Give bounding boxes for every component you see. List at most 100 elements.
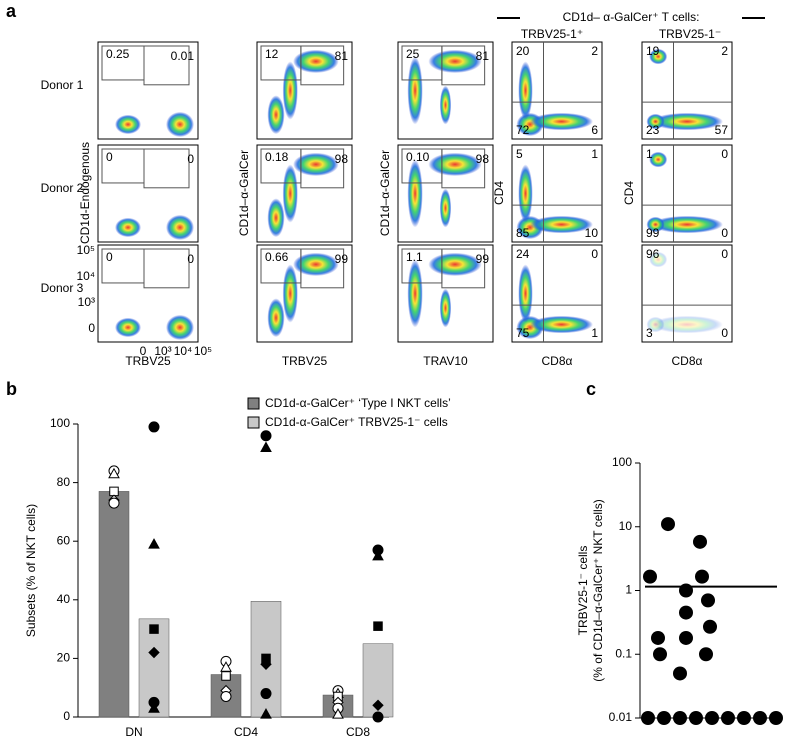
density-blob [649,151,668,168]
gate-value: 0 [187,152,194,166]
gate-value: 0.25 [106,47,130,61]
panel-letter: a [6,1,17,21]
y-tick-label: 80 [57,475,71,489]
quadrant-value: 0 [721,226,728,240]
point [737,711,751,725]
quadrant-value: 5 [516,147,523,161]
point [679,605,693,620]
quadrant-value: 96 [646,247,660,261]
density-blob [293,152,339,177]
point [689,711,703,725]
y-tick-label: 10⁴ [76,269,95,283]
y-axis-label: CD4 [492,181,506,205]
y-axis-label: Subsets (% of NKT cells) [24,504,38,637]
gate-value: 98 [476,152,490,166]
point [332,708,344,719]
point [372,549,384,561]
density-blob [293,49,339,74]
y-tick-label: 1 [625,583,632,597]
y-tick-label: 0 [63,709,70,723]
density-blob [407,56,423,125]
point [373,621,383,631]
x-tick-label: CD4 [234,725,258,739]
density-blob [407,259,423,328]
density-blob [282,61,298,120]
y-axis-label: CD1d-Endogenous [78,142,92,244]
panel-letter: b [6,379,17,399]
quadrant-value: 6 [591,123,598,137]
point [109,486,119,497]
density-blob [407,159,423,228]
x-axis-label: TRBV25 [282,354,328,368]
point [641,711,655,725]
point [260,708,272,719]
gate [143,248,190,289]
gate-value: 0 [187,252,194,266]
y-tick-label: 0 [88,321,95,335]
gate-value: 0.18 [265,150,289,164]
point [372,711,384,723]
y-tick-label: 0.1 [615,646,632,660]
density-blob [651,215,723,234]
point [653,647,667,662]
point [673,666,687,681]
density-blob [518,61,533,120]
gate-value: 81 [335,49,349,63]
point [679,583,693,598]
density-blob [115,217,141,238]
point [148,646,160,659]
x-axis-label: TRBV25 [125,354,171,368]
gate-value: 81 [476,49,490,63]
point [705,711,719,725]
quadrant-value: 1 [591,326,598,340]
density-blob [530,112,593,131]
y-tick-label: 10 [619,519,633,533]
point [657,711,671,725]
quadrant-value: 20 [516,44,530,58]
y-tick-label: 10³ [78,295,95,309]
legend-label: CD1d-α-GalCer⁺ TRBV25-1⁻ cells [265,415,448,429]
point [260,658,272,670]
gate-value: 99 [476,252,490,266]
gate-value: 0.01 [171,49,195,63]
legend-swatch [247,397,260,410]
y-axis-label: CD1d–α-GalCer [237,150,251,236]
point [693,534,707,549]
gate [143,45,190,86]
point [260,688,272,700]
density-blob [428,49,482,74]
quadrant-value: 10 [585,226,599,240]
y-tick-label: 100 [50,416,70,430]
x-axis-label: CD8α [672,354,703,368]
quadrant-value: 23 [646,123,660,137]
quadrant-value: 2 [721,44,728,58]
quadrant-value: 75 [516,326,530,340]
y-tick-label: 60 [57,533,71,547]
y-tick-label: 20 [57,651,71,665]
x-axis-label: CD8α [542,354,573,368]
quadrant-value: 0 [591,247,598,261]
quadrant-value: 99 [646,226,660,240]
y-tick-label: 40 [57,592,71,606]
gate [143,148,190,189]
point [703,619,717,634]
legend-swatch [247,416,260,429]
x-axis-label: TRAV10 [423,354,468,368]
quadrant-value: 85 [516,226,530,240]
gate-value: 1.1 [406,250,423,264]
point [651,630,665,645]
gate-value: 0.66 [265,250,289,264]
point [372,699,384,711]
y-tick-label: 10⁵ [77,243,95,257]
density-blob [267,95,285,135]
point [701,593,715,608]
gate [441,45,486,86]
point [769,711,783,725]
density-blob [115,114,141,135]
gate-value: 99 [335,252,349,266]
point [260,441,272,452]
density-blob [267,198,285,238]
density-blob [651,112,723,131]
y-axis-label: (% of CD1d–α-GalCer⁺ NKT cells) [591,499,605,681]
y-axis-label: CD4 [622,181,636,205]
